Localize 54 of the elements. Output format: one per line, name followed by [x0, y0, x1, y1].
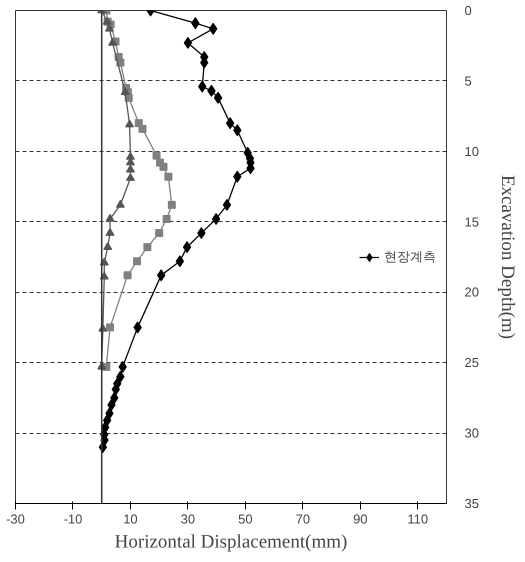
x-tick-label: 50: [238, 512, 253, 526]
point: [106, 214, 115, 222]
point: [116, 200, 125, 208]
y-tick-label: 10: [464, 144, 479, 159]
point: [155, 229, 164, 238]
x-tick-label: 90: [353, 512, 368, 526]
point: [108, 38, 118, 46]
point: [133, 257, 142, 266]
y-tick-label: 5: [464, 73, 472, 88]
point: [152, 152, 161, 160]
x-tick-label: 10: [123, 512, 138, 526]
point: [222, 198, 232, 211]
x-tick-label: 110: [407, 512, 428, 526]
point: [103, 242, 112, 250]
y-tick-label: 15: [464, 214, 479, 230]
point: [124, 271, 132, 280]
y-tick-label: 30: [464, 426, 479, 441]
point: [191, 17, 200, 30]
y-tick-label: 25: [464, 355, 479, 370]
point: [143, 243, 152, 252]
point: [176, 255, 184, 268]
x-tick-label: -10: [64, 512, 82, 526]
point: [159, 162, 168, 171]
point: [110, 392, 119, 404]
point: [133, 321, 142, 334]
y-tick-label: 0: [464, 3, 472, 18]
point: [207, 84, 216, 97]
point: [106, 323, 114, 332]
x-tick-label: 30: [180, 512, 196, 526]
point: [138, 124, 146, 133]
point: [126, 164, 135, 172]
point: [212, 212, 220, 225]
y-tick-label: 35: [464, 496, 479, 511]
x-tick-label: -30: [6, 512, 25, 526]
point: [107, 398, 116, 411]
x-tick-label: 70: [296, 512, 310, 526]
point: [126, 173, 135, 181]
point: [214, 92, 222, 104]
point: [116, 370, 125, 383]
point: [120, 87, 130, 96]
y-tick-label: 20: [464, 284, 479, 300]
point: [182, 241, 192, 254]
point: [197, 227, 206, 240]
point: [125, 119, 134, 128]
point: [226, 117, 234, 130]
point: [106, 228, 115, 236]
point: [164, 172, 172, 181]
point: [184, 36, 192, 49]
y-axis-title: Excavation Depth(m): [496, 174, 518, 340]
point: [104, 24, 114, 32]
point: [162, 214, 171, 223]
legend-label: 현장계측: [384, 248, 436, 266]
x-axis-title: Horizontal Displacement(mm): [114, 532, 348, 552]
point: [168, 200, 176, 209]
